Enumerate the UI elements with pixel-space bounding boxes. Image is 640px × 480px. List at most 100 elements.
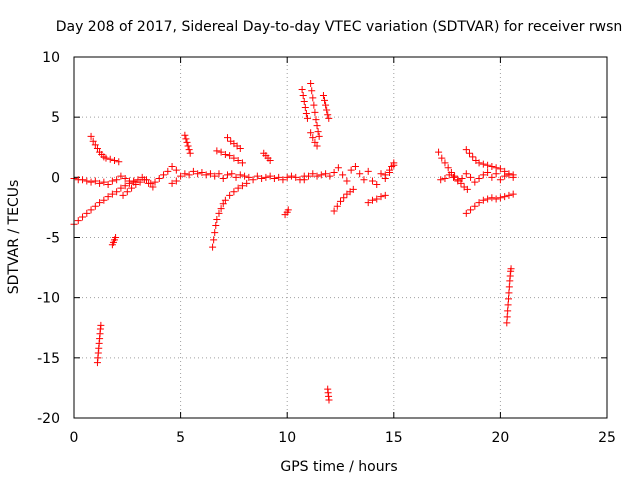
- data-point: [230, 188, 238, 196]
- data-point: [334, 164, 342, 172]
- data-point: [509, 190, 517, 198]
- data-point: [311, 138, 319, 146]
- data-point: [226, 152, 234, 160]
- data-point: [182, 135, 190, 143]
- series-short-1: [108, 234, 120, 249]
- data-point: [313, 122, 321, 130]
- data-point: [463, 185, 471, 193]
- data-point: [471, 178, 479, 186]
- data-point: [83, 209, 91, 217]
- data-point: [447, 169, 455, 177]
- data-point: [501, 167, 509, 175]
- x-axis-label: GPS time / hours: [280, 459, 397, 475]
- data-point: [117, 172, 125, 180]
- data-point: [226, 191, 234, 199]
- data-point: [462, 170, 470, 178]
- data-point: [221, 150, 229, 158]
- data-point: [283, 173, 291, 181]
- data-point: [202, 171, 210, 179]
- data-point: [185, 171, 193, 179]
- data-point: [130, 177, 138, 185]
- data-point: [155, 175, 163, 183]
- data-point: [321, 96, 329, 104]
- data-point: [467, 173, 475, 181]
- data-point: [215, 209, 223, 217]
- data-point: [91, 202, 99, 210]
- data-point: [228, 170, 236, 178]
- data-point: [310, 101, 318, 109]
- data-point: [149, 183, 157, 191]
- series-arc-7: [330, 185, 357, 215]
- data-point: [87, 206, 95, 214]
- data-point: [91, 177, 99, 185]
- data-point: [224, 134, 232, 142]
- data-point: [307, 79, 315, 87]
- data-point: [206, 170, 214, 178]
- data-point: [337, 197, 344, 205]
- data-point: [368, 177, 376, 185]
- series-vertical-1: [93, 321, 105, 367]
- data-point: [104, 181, 112, 189]
- data-point: [243, 179, 251, 187]
- data-point: [488, 173, 496, 181]
- y-tick-label: -10: [37, 291, 60, 307]
- y-axis-label: SDTVAR / TECUs: [6, 180, 22, 295]
- data-point: [266, 172, 274, 180]
- data-point: [492, 170, 500, 178]
- data-point: [475, 199, 483, 207]
- data-point: [87, 178, 95, 186]
- data-point: [106, 155, 114, 163]
- data-point: [381, 171, 389, 179]
- data-point: [112, 234, 120, 241]
- data-point: [100, 178, 108, 186]
- data-point: [330, 169, 338, 177]
- data-point: [253, 172, 261, 180]
- data-point: [185, 146, 193, 154]
- data-point: [234, 184, 242, 192]
- data-point: [315, 132, 323, 140]
- data-point: [435, 148, 443, 156]
- data-point: [504, 307, 512, 315]
- data-point: [221, 196, 229, 204]
- data-point: [262, 173, 270, 181]
- data-point: [438, 154, 446, 162]
- data-point: [181, 131, 189, 139]
- data-point: [441, 175, 449, 183]
- data-point: [484, 195, 492, 203]
- series-arc-10: [435, 148, 471, 193]
- data-point: [351, 163, 359, 171]
- x-tick-label: 15: [385, 430, 403, 446]
- data-point: [287, 172, 295, 180]
- data-point: [74, 217, 82, 225]
- y-tick-label: 10: [42, 50, 60, 66]
- data-point: [309, 170, 317, 178]
- data-point: [507, 265, 515, 273]
- data-point: [79, 213, 87, 221]
- data-point: [484, 169, 492, 177]
- data-point: [340, 194, 348, 202]
- data-point: [492, 164, 500, 172]
- data-point: [317, 171, 325, 179]
- data-point: [298, 85, 306, 93]
- data-point: [186, 149, 194, 157]
- data-point: [311, 108, 319, 116]
- data-point: [479, 160, 487, 168]
- data-point: [360, 176, 368, 184]
- data-point: [79, 176, 87, 184]
- data-point: [245, 173, 253, 181]
- data-point: [479, 171, 487, 179]
- data-point: [300, 176, 308, 184]
- data-point: [505, 295, 513, 303]
- data-point: [444, 164, 452, 172]
- data-point: [194, 170, 202, 178]
- data-point: [505, 289, 513, 297]
- series-spike-3: [307, 129, 321, 150]
- data-point: [309, 94, 317, 102]
- x-tick-label: 5: [176, 430, 185, 446]
- data-point: [307, 129, 315, 137]
- data-point: [211, 172, 219, 180]
- series-spike-4: [319, 92, 333, 122]
- series-arc-5: [213, 147, 246, 167]
- series-short-3: [281, 206, 292, 219]
- data-point: [330, 207, 338, 215]
